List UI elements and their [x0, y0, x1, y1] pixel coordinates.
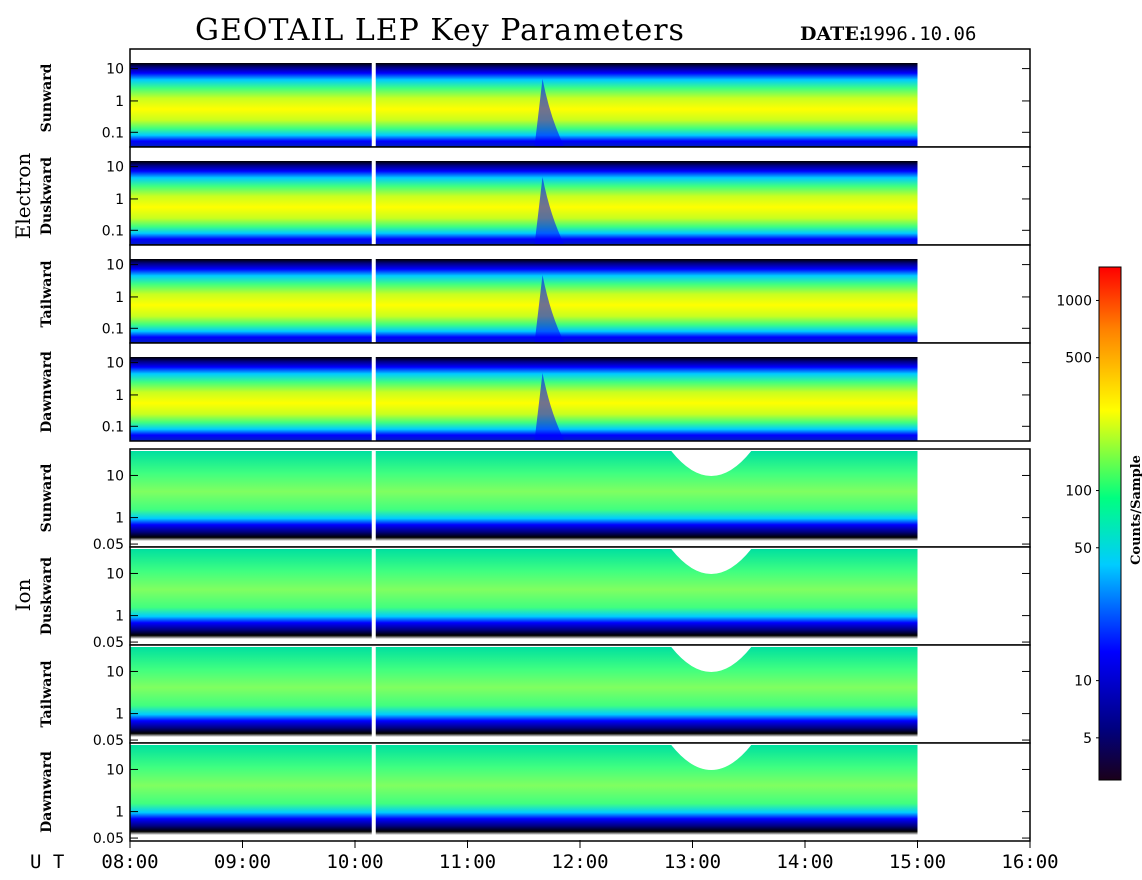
chart-title: GEOTAIL LEP Key Parameters	[195, 13, 685, 48]
y-tick-label: 0.1	[102, 125, 124, 141]
panel-electron-tailward: 10 1 0.1 Tailward	[39, 244, 1031, 344]
panel-ion-sunward: 10 1 0.05 Sunward	[39, 448, 1031, 553]
y-tick-label: 1	[115, 805, 124, 821]
colorbar-tick-label: 5	[1083, 731, 1092, 747]
data-gap-line	[371, 245, 376, 343]
group-label: Electron	[11, 153, 35, 240]
panel-ion-tailward: 10 1 0.05 Tailward	[39, 644, 1031, 749]
y-tick-label: 0.05	[93, 733, 124, 749]
panel-label: Sunward	[39, 463, 55, 532]
spectrogram-feature	[671, 745, 752, 770]
x-axis-label: U T	[30, 851, 64, 873]
spectrogram-panels: 10 1 0.1 Sunward 10 1 0.1 Duskward 10 1 0.1 Tailwar…	[39, 48, 1031, 847]
x-tick-label: 13:00	[664, 851, 721, 873]
y-tick-label: 0.1	[102, 321, 124, 337]
y-tick-label: 10	[106, 160, 124, 176]
panel-electron-dawnward: 10 1 0.1 Dawnward	[39, 342, 1031, 442]
x-tick-label: 14:00	[776, 851, 833, 873]
group-labels: Electron Ion	[11, 153, 35, 612]
y-tick-label: 10	[106, 258, 124, 274]
panel-frame	[129, 342, 1031, 442]
panel-electron-duskward: 10 1 0.1 Duskward	[39, 146, 1031, 246]
panel-label: Duskward	[39, 557, 55, 635]
y-tick-label: 0.1	[102, 223, 124, 239]
colorbar-tick-label: 10	[1074, 674, 1092, 690]
panel-label: Tailward	[39, 260, 55, 327]
y-tick-label: 10	[106, 566, 124, 582]
data-gap-line	[371, 343, 376, 441]
spectrogram-fill	[130, 745, 918, 835]
y-tick-label: 1	[115, 290, 124, 306]
colorbar-gradient	[1098, 266, 1122, 781]
y-tick-label: 1	[115, 388, 124, 404]
spectrogram-fill	[130, 549, 918, 639]
data-gap-line	[371, 49, 376, 147]
data-gap-line	[371, 547, 376, 645]
y-tick-label: 10	[106, 62, 124, 78]
panel-electron-sunward: 10 1 0.1 Sunward	[39, 48, 1031, 148]
y-tick-label: 0.05	[93, 635, 124, 651]
spectrogram-feature	[671, 549, 752, 574]
date-value: 1996.10.06	[862, 23, 976, 45]
y-tick-label: 1	[115, 94, 124, 110]
x-tick-label: 10:00	[326, 851, 383, 873]
x-tick-label: 16:00	[1001, 851, 1058, 873]
group-label: Ion	[11, 578, 35, 611]
panel-label: Dawnward	[39, 351, 55, 433]
panel-ion-dawnward: 10 1 0.05 Dawnward	[39, 742, 1031, 847]
colorbar-tick-label: 1000	[1056, 293, 1092, 309]
colorbar-tick-label: 500	[1065, 351, 1092, 367]
data-gap-line	[371, 147, 376, 245]
colorbar-label: Counts/Sample	[1129, 455, 1142, 565]
x-tick-label: 11:00	[439, 851, 496, 873]
colorbar-tick-label: 50	[1074, 541, 1092, 557]
spectrogram-feature	[534, 373, 565, 441]
spectrogram-feature	[671, 451, 752, 476]
y-tick-label: 10	[106, 762, 124, 778]
x-axis: U T 08:00 09:00 10:00 11:00 12:00 13:00 14:00 1…	[30, 840, 1059, 873]
y-tick-label: 0.05	[93, 831, 124, 847]
y-tick-label: 0.1	[102, 419, 124, 435]
panel-label: Dawnward	[39, 751, 55, 833]
panel-label: Duskward	[39, 157, 55, 235]
y-tick-label: 1	[115, 511, 124, 527]
spectrogram-fill	[130, 161, 918, 245]
data-gap-line	[371, 645, 376, 743]
y-tick-label: 10	[106, 468, 124, 484]
date-label: DATE:	[800, 23, 866, 45]
panel-label: Sunward	[39, 63, 55, 132]
y-tick-label: 10	[106, 664, 124, 680]
x-tick-label: 08:00	[101, 851, 158, 873]
data-gap-line	[371, 449, 376, 547]
panel-ion-duskward: 10 1 0.05 Duskward	[39, 546, 1031, 651]
spectrogram-fill	[130, 647, 918, 737]
spectrogram-fill	[130, 357, 918, 441]
data-gap-line	[371, 743, 376, 841]
panel-label: Tailward	[39, 660, 55, 727]
y-tick-label: 10	[106, 356, 124, 372]
y-tick-label: 0.05	[93, 537, 124, 553]
y-tick-label: 1	[115, 609, 124, 625]
spectrogram-fill	[130, 63, 918, 147]
spectrogram-feature	[671, 647, 752, 672]
spectrogram-feature	[534, 177, 565, 245]
colorbar: Counts/Sample 5 10 50 100 500 1000	[1056, 266, 1142, 781]
x-tick-label: 15:00	[889, 851, 946, 873]
x-tick-label: 12:00	[551, 851, 608, 873]
y-tick-label: 1	[115, 707, 124, 723]
spectrogram-feature	[534, 79, 565, 147]
spectrogram-feature	[534, 275, 565, 343]
spectrogram-fill	[130, 259, 918, 343]
spectrogram-fill	[130, 451, 918, 541]
x-tick-label: 09:00	[214, 851, 271, 873]
colorbar-tick-label: 100	[1065, 484, 1092, 500]
y-tick-label: 1	[115, 192, 124, 208]
